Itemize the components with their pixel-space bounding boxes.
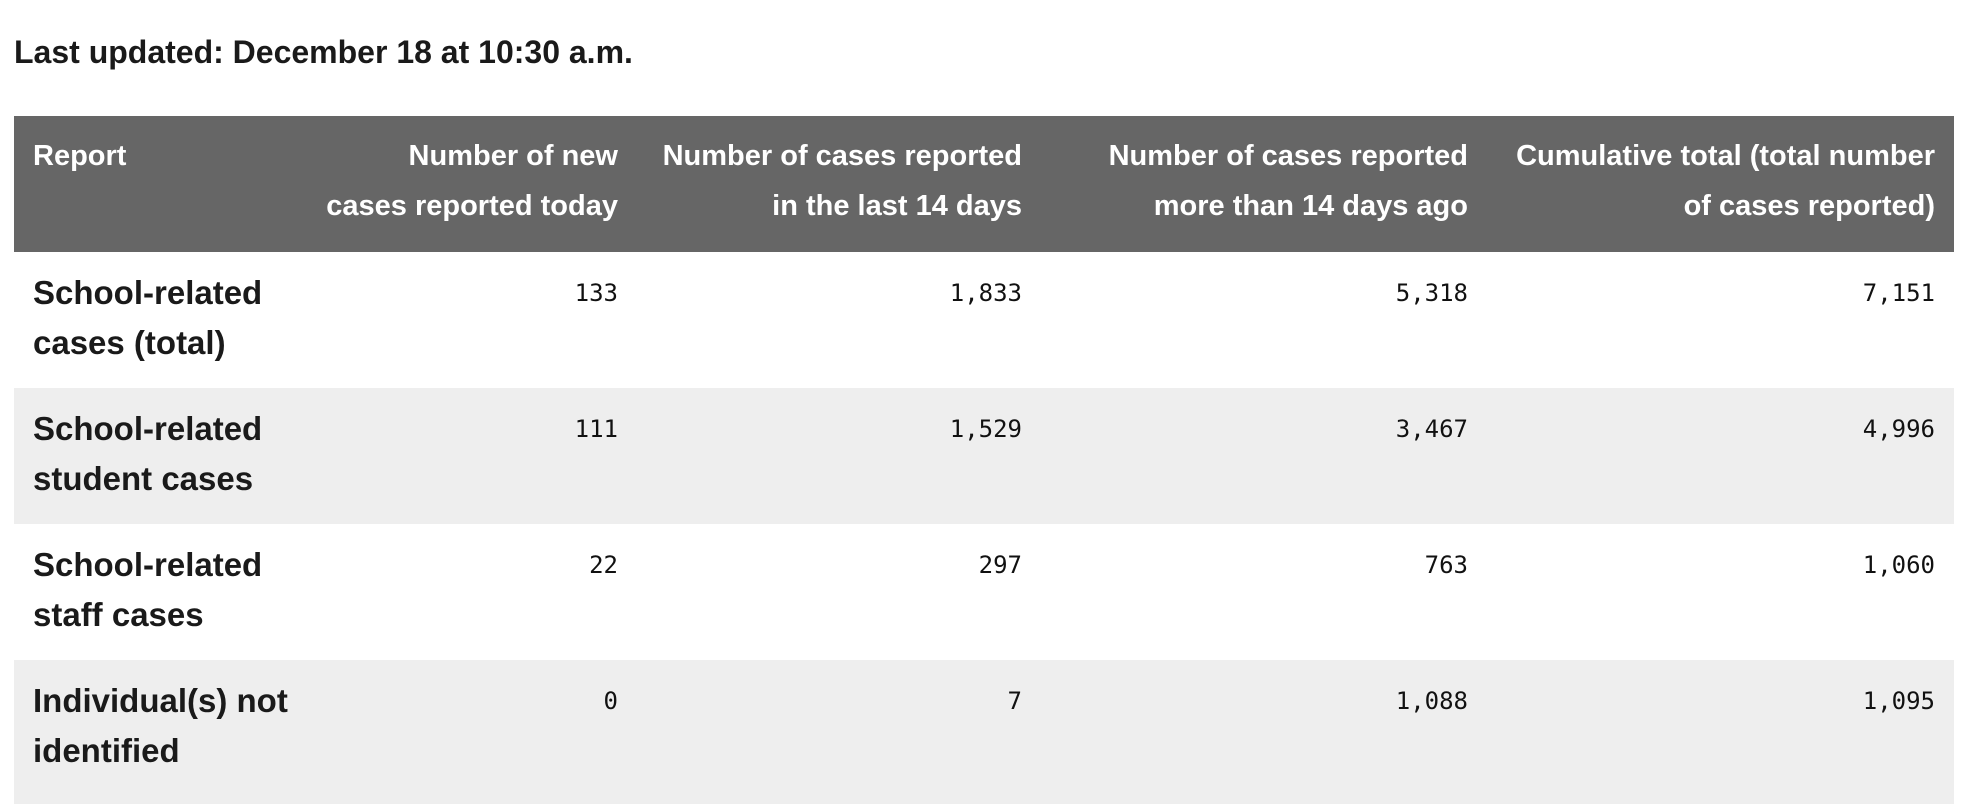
cell-last-14-days: 297 xyxy=(978,551,1022,579)
table-header-row: Report Number of new cases reported toda… xyxy=(14,116,1954,252)
cell-last-14-days: 1,529 xyxy=(949,415,1022,443)
cell-more-than-14-days: 1,088 xyxy=(1395,687,1468,715)
cell-new-today: 133 xyxy=(574,279,618,307)
row-label: School-related staff cases xyxy=(33,546,263,633)
row-label: School-related cases (total) xyxy=(33,274,263,361)
cell-more-than-14-days: 3,467 xyxy=(1395,415,1468,443)
table-row: School-related cases (total) 133 1,833 5… xyxy=(14,252,1954,388)
table-row: Individual(s) not identified 0 7 1,088 1… xyxy=(14,660,1954,804)
cell-new-today: 22 xyxy=(589,551,618,579)
cell-cumulative-total: 7,151 xyxy=(1862,279,1935,307)
cell-more-than-14-days: 763 xyxy=(1424,551,1468,579)
cell-new-today: 0 xyxy=(603,687,618,715)
table-row: School-related staff cases 22 297 763 1,… xyxy=(14,524,1954,660)
header-cases-last-14-days: Number of cases reported in the last 14 … xyxy=(662,140,1022,222)
cell-cumulative-total: 1,060 xyxy=(1862,551,1935,579)
cell-last-14-days: 7 xyxy=(1007,687,1022,715)
header-cumulative-total: Cumulative total (total number of cases … xyxy=(1516,140,1935,222)
table-row: School-related student cases 111 1,529 3… xyxy=(14,388,1954,524)
header-new-cases-today: Number of new cases reported today xyxy=(326,140,618,222)
header-report: Report xyxy=(33,140,127,172)
cell-more-than-14-days: 5,318 xyxy=(1395,279,1468,307)
cell-new-today: 111 xyxy=(574,415,618,443)
row-label: School-related student cases xyxy=(33,410,263,497)
cell-cumulative-total: 4,996 xyxy=(1862,415,1935,443)
cell-cumulative-total: 1,095 xyxy=(1862,687,1935,715)
row-label: Individual(s) not identified xyxy=(33,682,288,769)
last-updated-text: Last updated: December 18 at 10:30 a.m. xyxy=(14,34,633,70)
header-cases-more-than-14-days: Number of cases reported more than 14 da… xyxy=(1108,140,1468,222)
school-cases-table: Report Number of new cases reported toda… xyxy=(14,116,1954,804)
cell-last-14-days: 1,833 xyxy=(949,279,1022,307)
